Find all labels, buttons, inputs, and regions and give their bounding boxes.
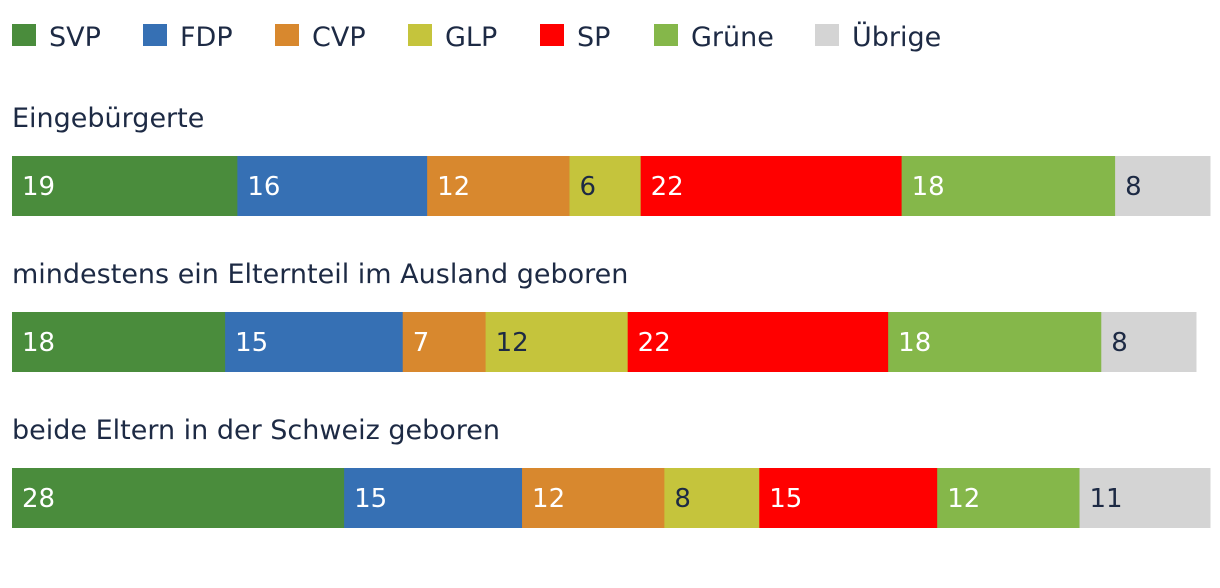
legend-swatch-svp	[12, 24, 36, 46]
bar-label-beide-eltern-in-der-schweiz-geboren-sp: 15	[769, 484, 802, 514]
bar-eingebuergerte-sp	[640, 156, 903, 216]
bar-label-mindestens-ein-elternteil-im-ausland-geboren-gruene: 18	[898, 328, 931, 358]
bar-mindestens-ein-elternteil-im-ausland-geboren-fdp	[225, 312, 404, 372]
legend-swatch-fdp	[143, 24, 167, 46]
bar-mindestens-ein-elternteil-im-ausland-geboren-svp	[12, 312, 226, 372]
row-label-beide-eltern-in-der-schweiz-geboren: beide Eltern in der Schweiz geboren	[12, 415, 500, 446]
bar-label-eingebuergerte-cvp: 12	[437, 172, 470, 202]
bar-mindestens-ein-elternteil-im-ausland-geboren-uebrige	[1101, 312, 1197, 372]
bar-beide-eltern-in-der-schweiz-geboren-uebrige	[1079, 468, 1211, 528]
bar-label-eingebuergerte-glp: 6	[579, 172, 596, 202]
bar-mindestens-ein-elternteil-im-ausland-geboren-cvp	[402, 312, 487, 372]
legend-swatch-glp	[408, 24, 432, 46]
bar-mindestens-ein-elternteil-im-ausland-geboren-gruene	[888, 312, 1102, 372]
bar-label-mindestens-ein-elternteil-im-ausland-geboren-glp: 12	[496, 328, 529, 358]
bar-eingebuergerte-uebrige	[1115, 156, 1211, 216]
bar-eingebuergerte-svp	[12, 156, 238, 216]
bar-label-eingebuergerte-fdp: 16	[247, 172, 280, 202]
bar-eingebuergerte-glp	[569, 156, 642, 216]
bar-label-mindestens-ein-elternteil-im-ausland-geboren-fdp: 15	[235, 328, 268, 358]
bar-label-mindestens-ein-elternteil-im-ausland-geboren-svp: 18	[22, 328, 55, 358]
legend: SVP FDP CVP GLP SP Grüne Übrige	[12, 21, 941, 53]
bar-label-eingebuergerte-uebrige: 8	[1125, 172, 1142, 202]
bar-label-beide-eltern-in-der-schweiz-geboren-fdp: 15	[354, 484, 387, 514]
bar-eingebuergerte-fdp	[237, 156, 428, 216]
bar-label-eingebuergerte-svp: 19	[22, 172, 55, 202]
bar-label-mindestens-ein-elternteil-im-ausland-geboren-sp: 22	[638, 328, 671, 358]
bar-label-beide-eltern-in-der-schweiz-geboren-gruene: 12	[947, 484, 980, 514]
legend-label-glp: GLP	[445, 22, 497, 53]
legend-label-cvp: CVP	[312, 22, 366, 53]
legend-label-fdp: FDP	[180, 22, 233, 53]
bar-label-mindestens-ein-elternteil-im-ausland-geboren-cvp: 7	[413, 328, 430, 358]
bar-label-beide-eltern-in-der-schweiz-geboren-svp: 28	[22, 484, 55, 514]
bar-beide-eltern-in-der-schweiz-geboren-cvp	[522, 468, 665, 528]
bar-label-eingebuergerte-gruene: 18	[912, 172, 945, 202]
bar-beide-eltern-in-der-schweiz-geboren-glp	[664, 468, 760, 528]
bar-label-beide-eltern-in-der-schweiz-geboren-cvp: 12	[532, 484, 565, 514]
bar-mindestens-ein-elternteil-im-ausland-geboren-sp	[627, 312, 889, 372]
chart-rows: Eingebürgerte 19 16 12 6 22 18 8 mindestens ein …	[12, 103, 1211, 528]
legend-label-uebrige: Übrige	[852, 21, 941, 53]
bar-mindestens-ein-elternteil-im-ausland-geboren-glp	[485, 312, 629, 372]
legend-swatch-cvp	[275, 24, 299, 46]
bar-eingebuergerte-gruene	[901, 156, 1116, 216]
legend-label-svp: SVP	[49, 22, 101, 53]
legend-label-sp: SP	[577, 22, 610, 53]
legend-swatch-sp	[540, 24, 564, 46]
bar-label-beide-eltern-in-der-schweiz-geboren-uebrige: 11	[1090, 484, 1123, 514]
row-label-mindestens-ein-elternteil-im-ausland-geboren: mindestens ein Elternteil im Ausland geb…	[12, 259, 628, 290]
bar-beide-eltern-in-der-schweiz-geboren-gruene	[937, 468, 1081, 528]
bar-label-beide-eltern-in-der-schweiz-geboren-glp: 8	[674, 484, 691, 514]
bar-beide-eltern-in-der-schweiz-geboren-sp	[759, 468, 938, 528]
bar-beide-eltern-in-der-schweiz-geboren-svp	[12, 468, 345, 528]
legend-swatch-gruene	[654, 24, 678, 46]
bar-label-mindestens-ein-elternteil-im-ausland-geboren-uebrige: 8	[1111, 328, 1128, 358]
bar-label-eingebuergerte-sp: 22	[651, 172, 684, 202]
legend-label-gruene: Grüne	[691, 22, 774, 53]
bar-beide-eltern-in-der-schweiz-geboren-fdp	[344, 468, 523, 528]
bar-eingebuergerte-cvp	[427, 156, 570, 216]
row-label-eingebuergerte: Eingebürgerte	[12, 103, 204, 134]
legend-swatch-uebrige	[815, 24, 839, 46]
